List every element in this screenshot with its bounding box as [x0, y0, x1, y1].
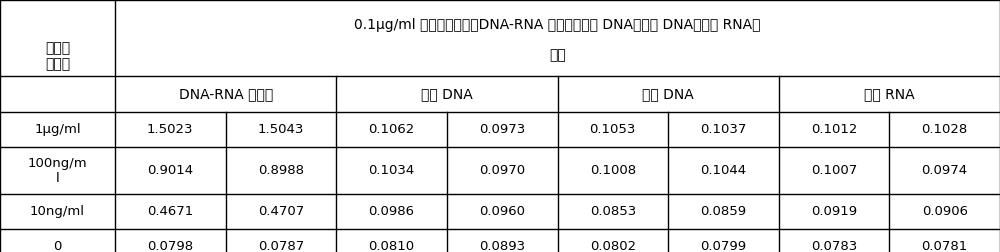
- Text: 0.1028: 0.1028: [922, 123, 968, 136]
- Text: 0.1012: 0.1012: [811, 123, 857, 136]
- Text: 0.0853: 0.0853: [590, 205, 636, 218]
- Text: 包被: 包被: [549, 48, 566, 62]
- Text: 0.0960: 0.0960: [479, 205, 525, 218]
- Text: DNA-RNA 杂合体: DNA-RNA 杂合体: [179, 87, 273, 101]
- Text: 0.1008: 0.1008: [590, 164, 636, 177]
- Text: 0.1034: 0.1034: [368, 164, 415, 177]
- Text: 10ng/ml: 10ng/ml: [30, 205, 85, 218]
- Text: 0.0919: 0.0919: [811, 205, 857, 218]
- Text: 0.4707: 0.4707: [258, 205, 304, 218]
- Text: 0: 0: [53, 240, 62, 252]
- Text: 0.0906: 0.0906: [922, 205, 968, 218]
- Text: 0.1044: 0.1044: [700, 164, 746, 177]
- Text: 100ng/m
l: 100ng/m l: [28, 157, 87, 185]
- Text: 0.0798: 0.0798: [147, 240, 193, 252]
- Text: 0.9014: 0.9014: [147, 164, 193, 177]
- Text: 单链 RNA: 单链 RNA: [864, 87, 915, 101]
- Text: 不同抗
体浓度: 不同抗 体浓度: [45, 41, 70, 71]
- Text: 0.1μg/ml 的不同的核酸（DNA-RNA 杂合体、双链 DNA、单链 DNA、单链 RNA）: 0.1μg/ml 的不同的核酸（DNA-RNA 杂合体、双链 DNA、单链 DN…: [354, 18, 761, 32]
- Text: 0.8988: 0.8988: [258, 164, 304, 177]
- Text: 0.0986: 0.0986: [369, 205, 415, 218]
- Text: 0.0810: 0.0810: [368, 240, 415, 252]
- Text: 0.1062: 0.1062: [368, 123, 415, 136]
- Text: 1.5023: 1.5023: [147, 123, 194, 136]
- Text: 0.0974: 0.0974: [922, 164, 968, 177]
- Text: 0.0799: 0.0799: [700, 240, 746, 252]
- Text: 单链 DNA: 单链 DNA: [642, 87, 694, 101]
- Text: 0.0893: 0.0893: [479, 240, 525, 252]
- Text: 0.0787: 0.0787: [258, 240, 304, 252]
- Text: 双链 DNA: 双链 DNA: [421, 87, 473, 101]
- Text: 0.0783: 0.0783: [811, 240, 857, 252]
- Text: 0.1007: 0.1007: [811, 164, 857, 177]
- Text: 0.0973: 0.0973: [479, 123, 525, 136]
- Text: 0.0802: 0.0802: [590, 240, 636, 252]
- Text: 0.1053: 0.1053: [590, 123, 636, 136]
- Text: 1.5043: 1.5043: [258, 123, 304, 136]
- Text: 0.0859: 0.0859: [700, 205, 746, 218]
- Text: 0.4671: 0.4671: [147, 205, 193, 218]
- Text: 1μg/ml: 1μg/ml: [34, 123, 81, 136]
- Text: 0.0970: 0.0970: [479, 164, 525, 177]
- Text: 0.1037: 0.1037: [700, 123, 747, 136]
- Text: 0.0781: 0.0781: [922, 240, 968, 252]
